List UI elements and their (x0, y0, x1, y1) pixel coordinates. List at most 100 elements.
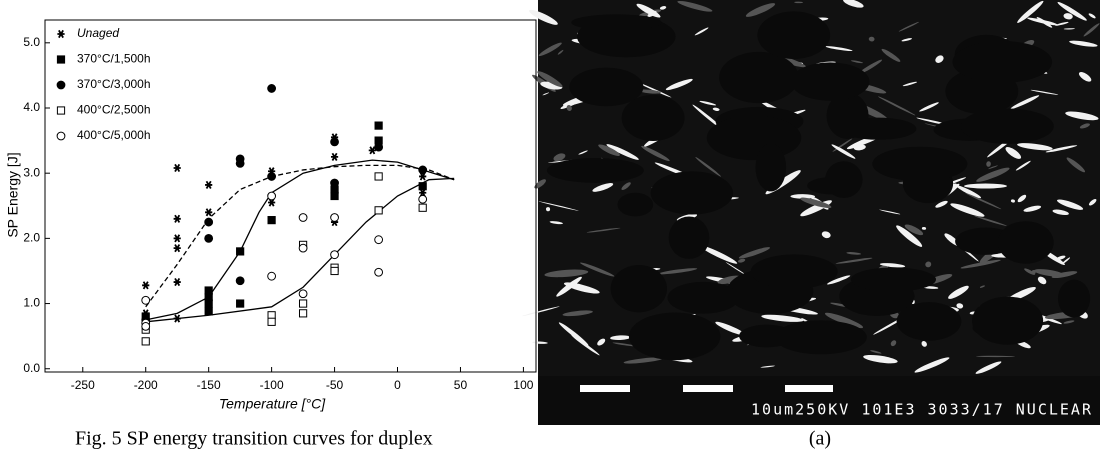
x-tick-label: -50 (326, 378, 344, 392)
legend-marker (56, 55, 66, 64)
texture (592, 183, 614, 192)
texture (879, 263, 906, 268)
texture-dark (757, 11, 831, 59)
legend-marker (56, 106, 66, 115)
x-tick-label: -100 (260, 378, 284, 392)
texture (896, 225, 923, 247)
texture (935, 200, 948, 208)
texture-dark (750, 254, 838, 289)
texture (1088, 13, 1096, 19)
texture (902, 81, 918, 87)
texture-dark (774, 320, 867, 355)
texture (738, 247, 771, 259)
texture (831, 144, 856, 159)
legend-label: 370°C/3,000h (77, 77, 151, 91)
texture (1056, 199, 1084, 210)
data-point (235, 276, 245, 286)
texture (534, 179, 546, 189)
x-tick-label: 100 (513, 378, 533, 392)
data-point (173, 163, 181, 173)
legend-label: Unaged (77, 26, 119, 40)
texture (715, 321, 746, 336)
legend-marker (56, 80, 66, 90)
texture (1057, 2, 1087, 21)
texture (659, 6, 667, 10)
texture (1066, 157, 1086, 173)
texture (870, 350, 882, 354)
fit-curve (145, 159, 455, 321)
texture (558, 322, 589, 346)
data-point (267, 271, 277, 281)
x-axis-label: Temperature [°C] (219, 396, 326, 412)
texture (639, 89, 661, 94)
data-point (418, 165, 428, 175)
scale-bar (580, 385, 630, 392)
texture (647, 11, 657, 17)
figure-caption: Fig. 5 SP energy transition curves for d… (75, 428, 433, 450)
texture (1030, 89, 1059, 95)
texture (986, 161, 991, 167)
texture (538, 201, 579, 211)
texture (725, 262, 746, 275)
texture-dark (617, 192, 654, 217)
texture (761, 314, 804, 322)
texture (1023, 205, 1042, 212)
x-tick-label: -200 (134, 378, 158, 392)
data-point (205, 208, 213, 217)
data-point (205, 180, 213, 189)
y-tick-label: 1.0 (23, 296, 40, 310)
texture-dark (571, 14, 662, 31)
texture (825, 46, 853, 52)
texture (1063, 28, 1075, 30)
data-point (173, 314, 181, 323)
texture (956, 303, 964, 309)
data-point (374, 206, 383, 215)
texture (563, 282, 600, 294)
data-point (418, 182, 427, 191)
texture (877, 96, 916, 116)
data-point (267, 317, 276, 326)
texture-dark (628, 312, 721, 361)
texture (863, 354, 898, 364)
texture-dark (790, 62, 870, 101)
texture (737, 258, 746, 263)
texture-dark (826, 92, 869, 139)
texture (529, 9, 558, 25)
data-point (267, 172, 277, 181)
texture (1010, 95, 1040, 109)
data-point (204, 299, 213, 308)
data-point (235, 159, 245, 168)
texture (717, 275, 741, 285)
texture (921, 227, 927, 230)
texture-dark (719, 51, 799, 104)
data-point (374, 121, 383, 130)
texture-dark (706, 115, 802, 161)
texture (1005, 146, 1022, 159)
texture (935, 55, 944, 63)
texture (975, 355, 1016, 358)
texture (794, 1, 804, 4)
texture (835, 257, 873, 264)
texture (1078, 71, 1092, 82)
texture (921, 341, 927, 347)
legend-marker (57, 29, 65, 39)
x-tick-label: -150 (197, 378, 221, 392)
texture (641, 145, 670, 162)
plot-frame (44, 19, 537, 373)
texture (597, 338, 606, 346)
texture-dark (546, 158, 644, 183)
texture (1010, 199, 1015, 203)
texture (1063, 320, 1075, 324)
texture (1079, 123, 1090, 129)
data-point (141, 295, 151, 305)
texture (821, 231, 831, 239)
y-tick-label: 4.0 (23, 100, 40, 114)
data-point (298, 243, 308, 253)
data-point (173, 277, 181, 287)
data-point (418, 203, 427, 212)
data-point (141, 321, 151, 331)
texture (956, 185, 982, 199)
data-point (330, 266, 339, 276)
texture (901, 38, 913, 42)
data-point (236, 299, 245, 308)
